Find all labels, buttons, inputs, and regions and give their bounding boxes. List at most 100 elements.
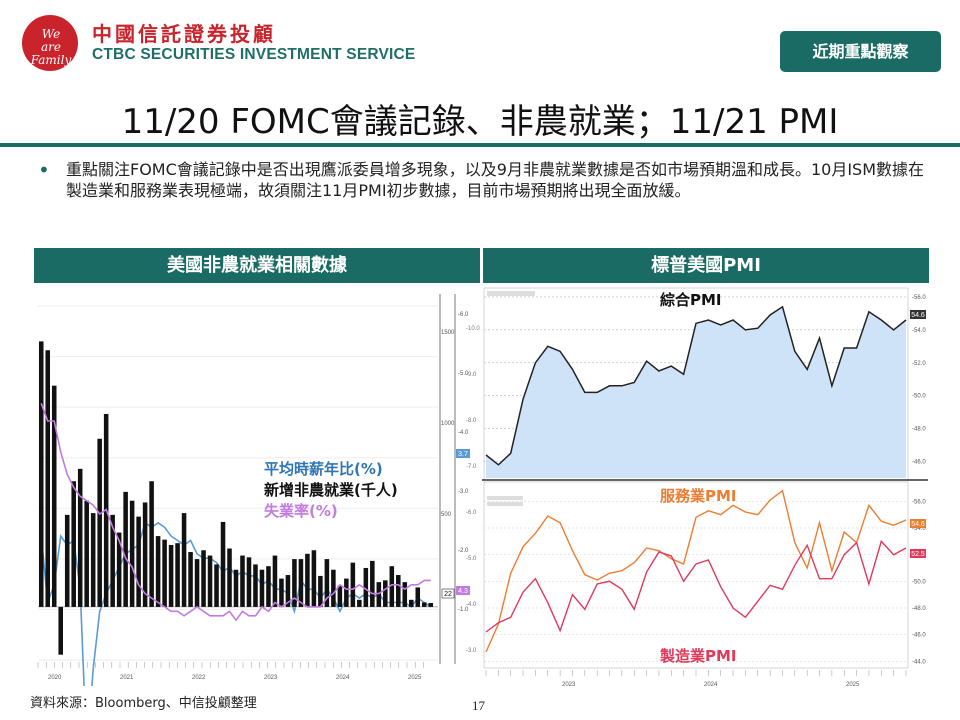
payroll-bar (71, 481, 76, 607)
manufacturing-value-tag (910, 549, 926, 558)
axis-tick-label: -3.0 (466, 648, 477, 654)
payroll-bar (155, 536, 161, 607)
legend-payrolls: 新增非農就業(千人) (264, 481, 398, 499)
axis-tick-label: -1.0 (458, 607, 469, 613)
payroll-bar (272, 555, 278, 607)
payroll-bar (175, 543, 180, 607)
payroll-bar (168, 544, 174, 607)
payroll-bar (376, 582, 382, 607)
composite-pmi-line (485, 305, 907, 466)
axis-tick-label: -56.0 (912, 499, 926, 505)
manufacturing-pmi-label: 製造業PMI (659, 647, 737, 665)
company-logo: We are Family (22, 15, 78, 71)
payroll-bar (409, 599, 414, 607)
payroll-bar (344, 578, 349, 607)
payroll-value-text: 22 (444, 591, 452, 598)
payroll-bar (194, 559, 200, 607)
services-value-tag (910, 519, 926, 528)
axis-tick-label: -56.0 (912, 295, 926, 301)
axis-tick-label: -10.0 (466, 326, 480, 332)
payroll-bar (421, 602, 427, 607)
axis-tick-label: -46.0 (912, 633, 926, 639)
payroll-bar (337, 585, 343, 607)
payroll-bar (45, 350, 51, 607)
payrolls-chart: -6.0 -5.0 -4.0 -3.0 -2.0 -1.0 1500 1000 500 -10.0… (34, 284, 480, 686)
legend-wage-growth: 平均時薪年比(%) (264, 460, 383, 478)
source-note: 資料來源：Bloomberg、中信投顧整理 (30, 696, 257, 711)
axis-tick-label: -2.0 (458, 548, 469, 554)
year-label: 2025 (846, 682, 860, 688)
payroll-bar (383, 580, 388, 607)
payroll-bar (363, 567, 369, 607)
axis-tick-label: -3.0 (458, 489, 469, 495)
axis-ticks: -6.0 -5.0 -4.0 -3.0 -2.0 -1.0 1500 1000 500 -10.0… (441, 312, 480, 654)
payroll-bar (188, 552, 193, 607)
axis-tick-label: -52.0 (912, 361, 926, 367)
year-labels: 2020 2021 2022 2023 2024 2025 (37, 662, 424, 681)
axis-tick-label: -44.0 (912, 659, 926, 665)
payroll-bar (58, 606, 63, 655)
brand-name-chinese: 中國信託證券投顧 (92, 22, 276, 46)
axis-tick-label: -9.0 (466, 372, 477, 378)
payroll-bar (227, 548, 232, 607)
axis-tick-label: 1500 (441, 330, 455, 336)
page-title: 11/20 FOMC會議記錄、非農就業；11/21 PMI (121, 102, 839, 142)
composite-pmi-area (486, 306, 906, 478)
payroll-bar (396, 575, 401, 607)
right-panel-heading: 標普美國PMI (483, 248, 929, 283)
payroll-bar (279, 578, 284, 607)
year-labels: 2023 2024 2025 (485, 670, 907, 688)
year-label: 2024 (704, 682, 718, 688)
year-label: 2021 (120, 675, 134, 681)
payroll-bar (207, 555, 213, 607)
payroll-bar (428, 603, 434, 607)
payroll-bar (123, 491, 128, 607)
payroll-bar (116, 532, 122, 607)
payroll-bar (64, 514, 70, 607)
payroll-bar (357, 599, 362, 607)
payroll-bar (201, 550, 206, 607)
axis-tick-label: -5.0 (458, 371, 469, 377)
payroll-bar (110, 514, 115, 607)
bullet-icon: • (38, 158, 50, 182)
title-divider (0, 143, 960, 147)
payroll-bar (220, 521, 226, 607)
year-label: 2025 (408, 675, 422, 681)
payroll-bar (90, 513, 96, 607)
payroll-bar (162, 539, 167, 607)
payroll-bar (181, 513, 187, 607)
payroll-bar (402, 582, 408, 607)
axis-tick-label: 1000 (441, 421, 455, 427)
axis-tick-label: -5.0 (466, 556, 477, 562)
services-value-text: 54.6 (911, 521, 925, 528)
payroll-bar (318, 575, 323, 607)
payroll-bar (350, 562, 356, 607)
left-panel-heading: 美國非農就業相關數據 (34, 248, 480, 283)
payroll-bar (136, 516, 141, 607)
unemployment-value-tag (456, 586, 470, 595)
year-label: 2023 (264, 675, 278, 681)
services-pmi-label: 服務業PMI (660, 487, 737, 505)
axis-tick-label: -50.0 (912, 394, 926, 400)
axis-tick-label: -6.0 (466, 510, 477, 516)
axis-tick-label: -7.0 (466, 464, 477, 470)
section-badge: 近期重點觀察 (780, 31, 941, 72)
payroll-bar (253, 564, 258, 607)
payroll-bar (259, 569, 265, 607)
summary-text: 重點關注FOMC會議記錄中是否出現鷹派委員增多現象，以及9月非農就業數據是否如市… (66, 160, 924, 200)
bloomberg-legend-stub (487, 291, 535, 296)
axis-tick-label: -8.0 (466, 418, 477, 424)
payroll-bar (415, 587, 421, 607)
payroll-bar (240, 555, 245, 607)
year-label: 2024 (336, 675, 350, 681)
legend-unemployment: 失業率(%) (264, 502, 338, 520)
axis-tick-label: -4.0 (466, 602, 477, 608)
page-number: 17 (472, 698, 485, 713)
axis-tick-label: -54.0 (912, 526, 926, 532)
payroll-bar (51, 385, 57, 607)
year-label: 2022 (192, 675, 206, 681)
payroll-bar (129, 500, 135, 607)
axis-tick-label: -4.0 (458, 430, 469, 436)
payroll-bar (389, 566, 395, 607)
wage-value-text: 3.7 (458, 451, 468, 458)
